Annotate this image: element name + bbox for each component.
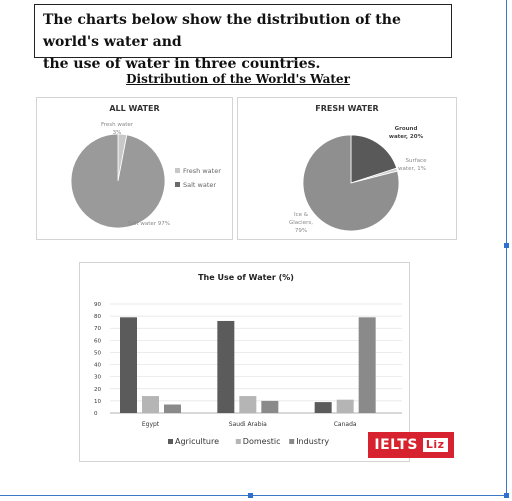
legend-label-salt: Salt water: [183, 181, 216, 189]
legend-label-domestic: Domestic: [243, 437, 281, 446]
prompt-line-2: the use of water in three countries.: [43, 56, 321, 72]
ground-water-label-1: Ground: [395, 126, 418, 132]
y-tick-label-0: 0: [94, 411, 98, 417]
bar-egypt-agriculture: [120, 317, 137, 413]
surface-water-label-2: water, 1%: [398, 166, 426, 172]
brand-part-2: Liz: [422, 438, 448, 452]
fresh-water-pie-svg: Ground water, 20% Surface water, 1% Ice …: [289, 126, 428, 234]
ground-water-label-2: water, 20%: [389, 134, 424, 140]
water-use-bar-svg: The Use of Water (%) 0 10 20 30 40 50 60 70 80 90…: [94, 273, 402, 446]
surface-water-label-1: Surface: [406, 158, 428, 164]
y-tick-label-50: 50: [94, 350, 101, 356]
fresh-water-slice-label-1: Fresh water: [101, 122, 134, 128]
all-water-slice-salt-water: [70, 133, 166, 229]
category-label-saudi-arabia: Saudi Arabia: [229, 421, 267, 428]
y-tick-label-30: 30: [94, 375, 101, 381]
y-tick-label-70: 70: [94, 326, 101, 332]
all-water-pie-svg: Fresh water 3% Salt water 97% Fresh wate…: [70, 122, 221, 229]
bar-egypt-industry: [164, 404, 181, 413]
y-tick-label-10: 10: [94, 399, 101, 405]
legend-swatch-salt: [175, 182, 180, 187]
resize-handle-corner[interactable]: [504, 493, 509, 498]
all-water-panel: ALL WATER Fresh water 3% Salt water 97% …: [36, 97, 233, 240]
bar-canada-agriculture: [314, 402, 332, 413]
main-chart-title: Distribution of the World's Water: [126, 72, 350, 86]
legend-label-agriculture: Agriculture: [175, 437, 219, 446]
fresh-water-slice-label-2: 3%: [113, 130, 122, 136]
fresh-water-slice-ground-water: [350, 134, 398, 184]
bar-saudi-arabia-agriculture: [217, 320, 235, 413]
task-prompt-box: The charts below show the distribution o…: [34, 4, 452, 72]
water-use-title: The Use of Water (%): [198, 273, 294, 282]
frame-right-line: [506, 0, 507, 496]
bar-canada-domestic: [336, 399, 354, 413]
y-tick-label-60: 60: [94, 338, 101, 344]
bar-canada-industry: [358, 317, 376, 413]
bar-egypt-domestic: [142, 396, 159, 413]
y-tick-label-90: 90: [94, 302, 101, 308]
y-tick-label-80: 80: [94, 314, 101, 320]
ice-label-1: Ice &: [294, 212, 309, 218]
frame-bottom-line: [0, 495, 507, 496]
ielts-liz-logo: IELTS Liz: [368, 432, 454, 458]
category-label-egypt: Egypt: [142, 421, 160, 428]
legend-swatch-fresh: [175, 168, 180, 173]
ice-label-2: Glaciers,: [289, 220, 313, 226]
fresh-water-title: FRESH WATER: [315, 104, 379, 113]
y-tick-label-20: 20: [94, 387, 101, 393]
fresh-water-slice-ice-glaciers: [302, 134, 400, 232]
y-tick-label-40: 40: [94, 363, 101, 369]
water-use-panel: The Use of Water (%) 0 10 20 30 40 50 60 70 80 90…: [79, 262, 410, 462]
fresh-water-panel: FRESH WATER Ground water, 20% Surface wa…: [237, 97, 457, 240]
all-water-title: ALL WATER: [109, 104, 160, 113]
resize-handle-right[interactable]: [504, 243, 509, 248]
legend-label-fresh: Fresh water: [183, 167, 221, 175]
salt-water-slice-label: Salt water 97%: [128, 221, 170, 227]
legend-swatch-domestic: [235, 439, 241, 444]
ice-label-3: 79%: [295, 228, 307, 234]
legend-swatch-industry: [289, 439, 295, 444]
category-label-canada: Canada: [334, 421, 357, 428]
brand-part-1: IELTS: [374, 437, 418, 453]
bar-saudi-arabia-industry: [261, 400, 279, 413]
legend-swatch-agriculture: [168, 439, 173, 444]
prompt-line-1: The charts below show the distribution o…: [43, 12, 401, 50]
legend-label-industry: Industry: [296, 437, 329, 446]
bar-saudi-arabia-domestic: [239, 396, 257, 413]
resize-handle-bottom[interactable]: [248, 493, 253, 498]
